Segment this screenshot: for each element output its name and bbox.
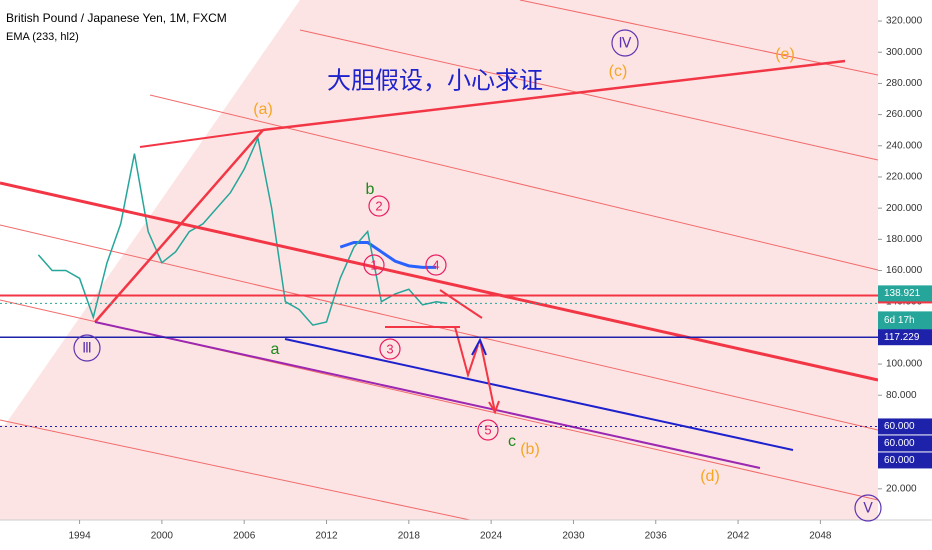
wave-number: 2 — [375, 198, 382, 213]
price-tag — [878, 285, 932, 302]
series-line — [37, 135, 448, 326]
x-tick-label: 2042 — [727, 531, 750, 542]
price-tag-label: 138.921 — [884, 288, 921, 299]
y-tick-label: 220.000 — [886, 172, 923, 183]
x-tick-label: 2000 — [151, 531, 174, 542]
wave-label: (c) — [609, 63, 628, 80]
y-tick-label: 180.000 — [886, 234, 923, 245]
x-tick-label: 2048 — [809, 531, 832, 542]
y-tick-label: 20.000 — [886, 483, 917, 494]
x-tick-label: 2018 — [398, 531, 421, 542]
y-tick-label: 240.000 — [886, 140, 923, 151]
y-tick-label: 100.000 — [886, 359, 923, 370]
countdown-label: 6d 17h — [884, 315, 915, 326]
roman-circles — [73, 29, 882, 522]
y-tick-label: 260.000 — [886, 109, 923, 120]
wave-number: 5 — [484, 422, 491, 437]
x-tick-label: 2012 — [315, 531, 338, 542]
top-line — [262, 59, 846, 132]
x-tick-label: 2024 — [480, 531, 503, 542]
price-tag-label: 60.000 — [884, 421, 915, 432]
wave-roman: Ⅳ — [619, 35, 632, 51]
wave-labels: (a) (b) (c) (d) (e) — [253, 46, 795, 485]
x-tick-label: 1994 — [68, 531, 91, 542]
countdown-tag — [878, 311, 932, 330]
wave-label: b — [366, 181, 375, 198]
price-tag — [878, 418, 932, 435]
wave-roman: Ⅲ — [82, 340, 92, 356]
wave-label: (a) — [253, 101, 273, 118]
channel-mid — [0, 181, 879, 382]
wave-label: (d) — [700, 468, 720, 485]
circle-marks — [363, 195, 499, 441]
price-tag-label: 60.000 — [884, 438, 915, 449]
wave-number: 3 — [386, 341, 393, 356]
series-line — [339, 240, 437, 269]
y-tick-label: 160.000 — [886, 265, 923, 276]
wave-a-leg — [94, 129, 264, 323]
y-tick-label: 80.000 — [886, 390, 917, 401]
wave-label: a — [271, 341, 280, 358]
wave-label: (b) — [520, 441, 540, 458]
x-tick-label: 2006 — [233, 531, 256, 542]
blue-arrow — [471, 337, 487, 356]
y-tick-label: 200.000 — [886, 203, 923, 214]
wave-label: (e) — [775, 46, 795, 63]
price-tag-label: 117.229 — [884, 332, 920, 343]
wave-roman: Ⅴ — [863, 500, 873, 516]
price-tag — [878, 435, 932, 452]
top-line — [139, 129, 264, 148]
wave-number: 1 — [370, 257, 377, 272]
chart-title: British Pound / Japanese Yen, 1M, FXCM — [6, 11, 227, 25]
price-tag — [878, 329, 932, 346]
y-tick-label: 280.000 — [886, 78, 923, 89]
y-tick-label: 320.000 — [886, 16, 923, 27]
wave-label: c — [508, 433, 516, 450]
x-tick-label: 2036 — [645, 531, 668, 542]
bottom-line — [94, 321, 761, 469]
channel-shade — [0, 0, 878, 520]
y-tick-label: 300.000 — [886, 47, 923, 58]
headline: 大胆假设，小心求证 — [327, 67, 543, 94]
price-tag — [878, 452, 932, 469]
wave-number: 4 — [432, 257, 439, 272]
indicator-label: EMA (233, hl2) — [6, 31, 79, 43]
x-tick-label: 2030 — [562, 531, 585, 542]
price-tag-label: 60.000 — [884, 455, 915, 466]
blue-channel — [284, 338, 794, 451]
